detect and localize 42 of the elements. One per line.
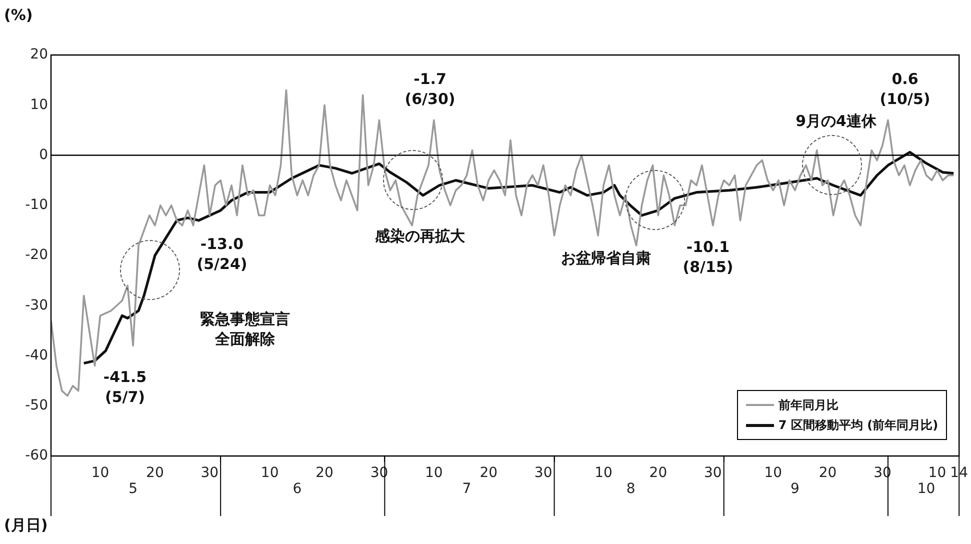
y-tick-label: 20 <box>30 46 48 63</box>
x-tick-label: 10 <box>91 465 110 482</box>
x2-tick-label: 9 <box>790 481 800 498</box>
y-tick-label: -20 <box>25 247 48 264</box>
x2-tick-label: 7 <box>462 481 472 498</box>
x-tick-label: 30 <box>534 465 552 482</box>
x-tick-label: 20 <box>146 465 164 482</box>
x-tick-label: 20 <box>818 465 837 482</box>
annotation: 0.6 (10/5) <box>880 70 930 108</box>
x-tick-label: 10 <box>928 465 946 482</box>
annotation: 9月の4連休 <box>796 112 878 130</box>
x-tick-label: 10 <box>594 465 612 482</box>
x-tick-label: 20 <box>316 465 334 482</box>
y-tick-label: -50 <box>25 398 48 414</box>
annotation: 感染の再拡大 <box>374 226 466 245</box>
x-tick-label: 20 <box>480 465 498 482</box>
annotation: 緊急事態宣言全面解除 <box>200 310 290 348</box>
y-tick-label: 10 <box>30 96 48 113</box>
y-tick-label: 0 <box>39 146 48 163</box>
y-axis-title: (%) <box>4 6 33 24</box>
annotation: -13.0 (5/24) <box>196 234 248 273</box>
y-tick-label: -10 <box>25 197 48 214</box>
y-tick-label: -60 <box>25 448 48 464</box>
x2-tick-label: 8 <box>626 481 636 498</box>
x-tick-label: 30 <box>704 465 722 482</box>
x-tick-label: 10 <box>260 465 279 482</box>
x-axis-title: (月日) <box>4 516 48 535</box>
y-tick-label: -30 <box>25 297 48 314</box>
x2-tick-label: 6 <box>292 481 302 498</box>
annotation: お盆帰省自粛 <box>561 248 651 267</box>
legend-label: 前年同月比 <box>778 397 838 414</box>
x2-tick-label: 10 <box>917 481 936 498</box>
legend-label: 7 区間移動平均 (前年同月比) <box>778 417 938 434</box>
annotation: -41.5 (5/7) <box>103 368 147 406</box>
x-tick-label: 10 <box>764 465 782 482</box>
annotation: -10.1 (8/15) <box>682 238 734 276</box>
x-tick-label: 20 <box>649 465 668 482</box>
y-tick-label: -40 <box>25 347 48 364</box>
annotation: -1.7 (6/30) <box>404 70 456 108</box>
x-tick-label: 10 <box>425 465 443 482</box>
x-tick-label: 30 <box>200 465 219 482</box>
x2-tick-label: 5 <box>128 481 138 498</box>
